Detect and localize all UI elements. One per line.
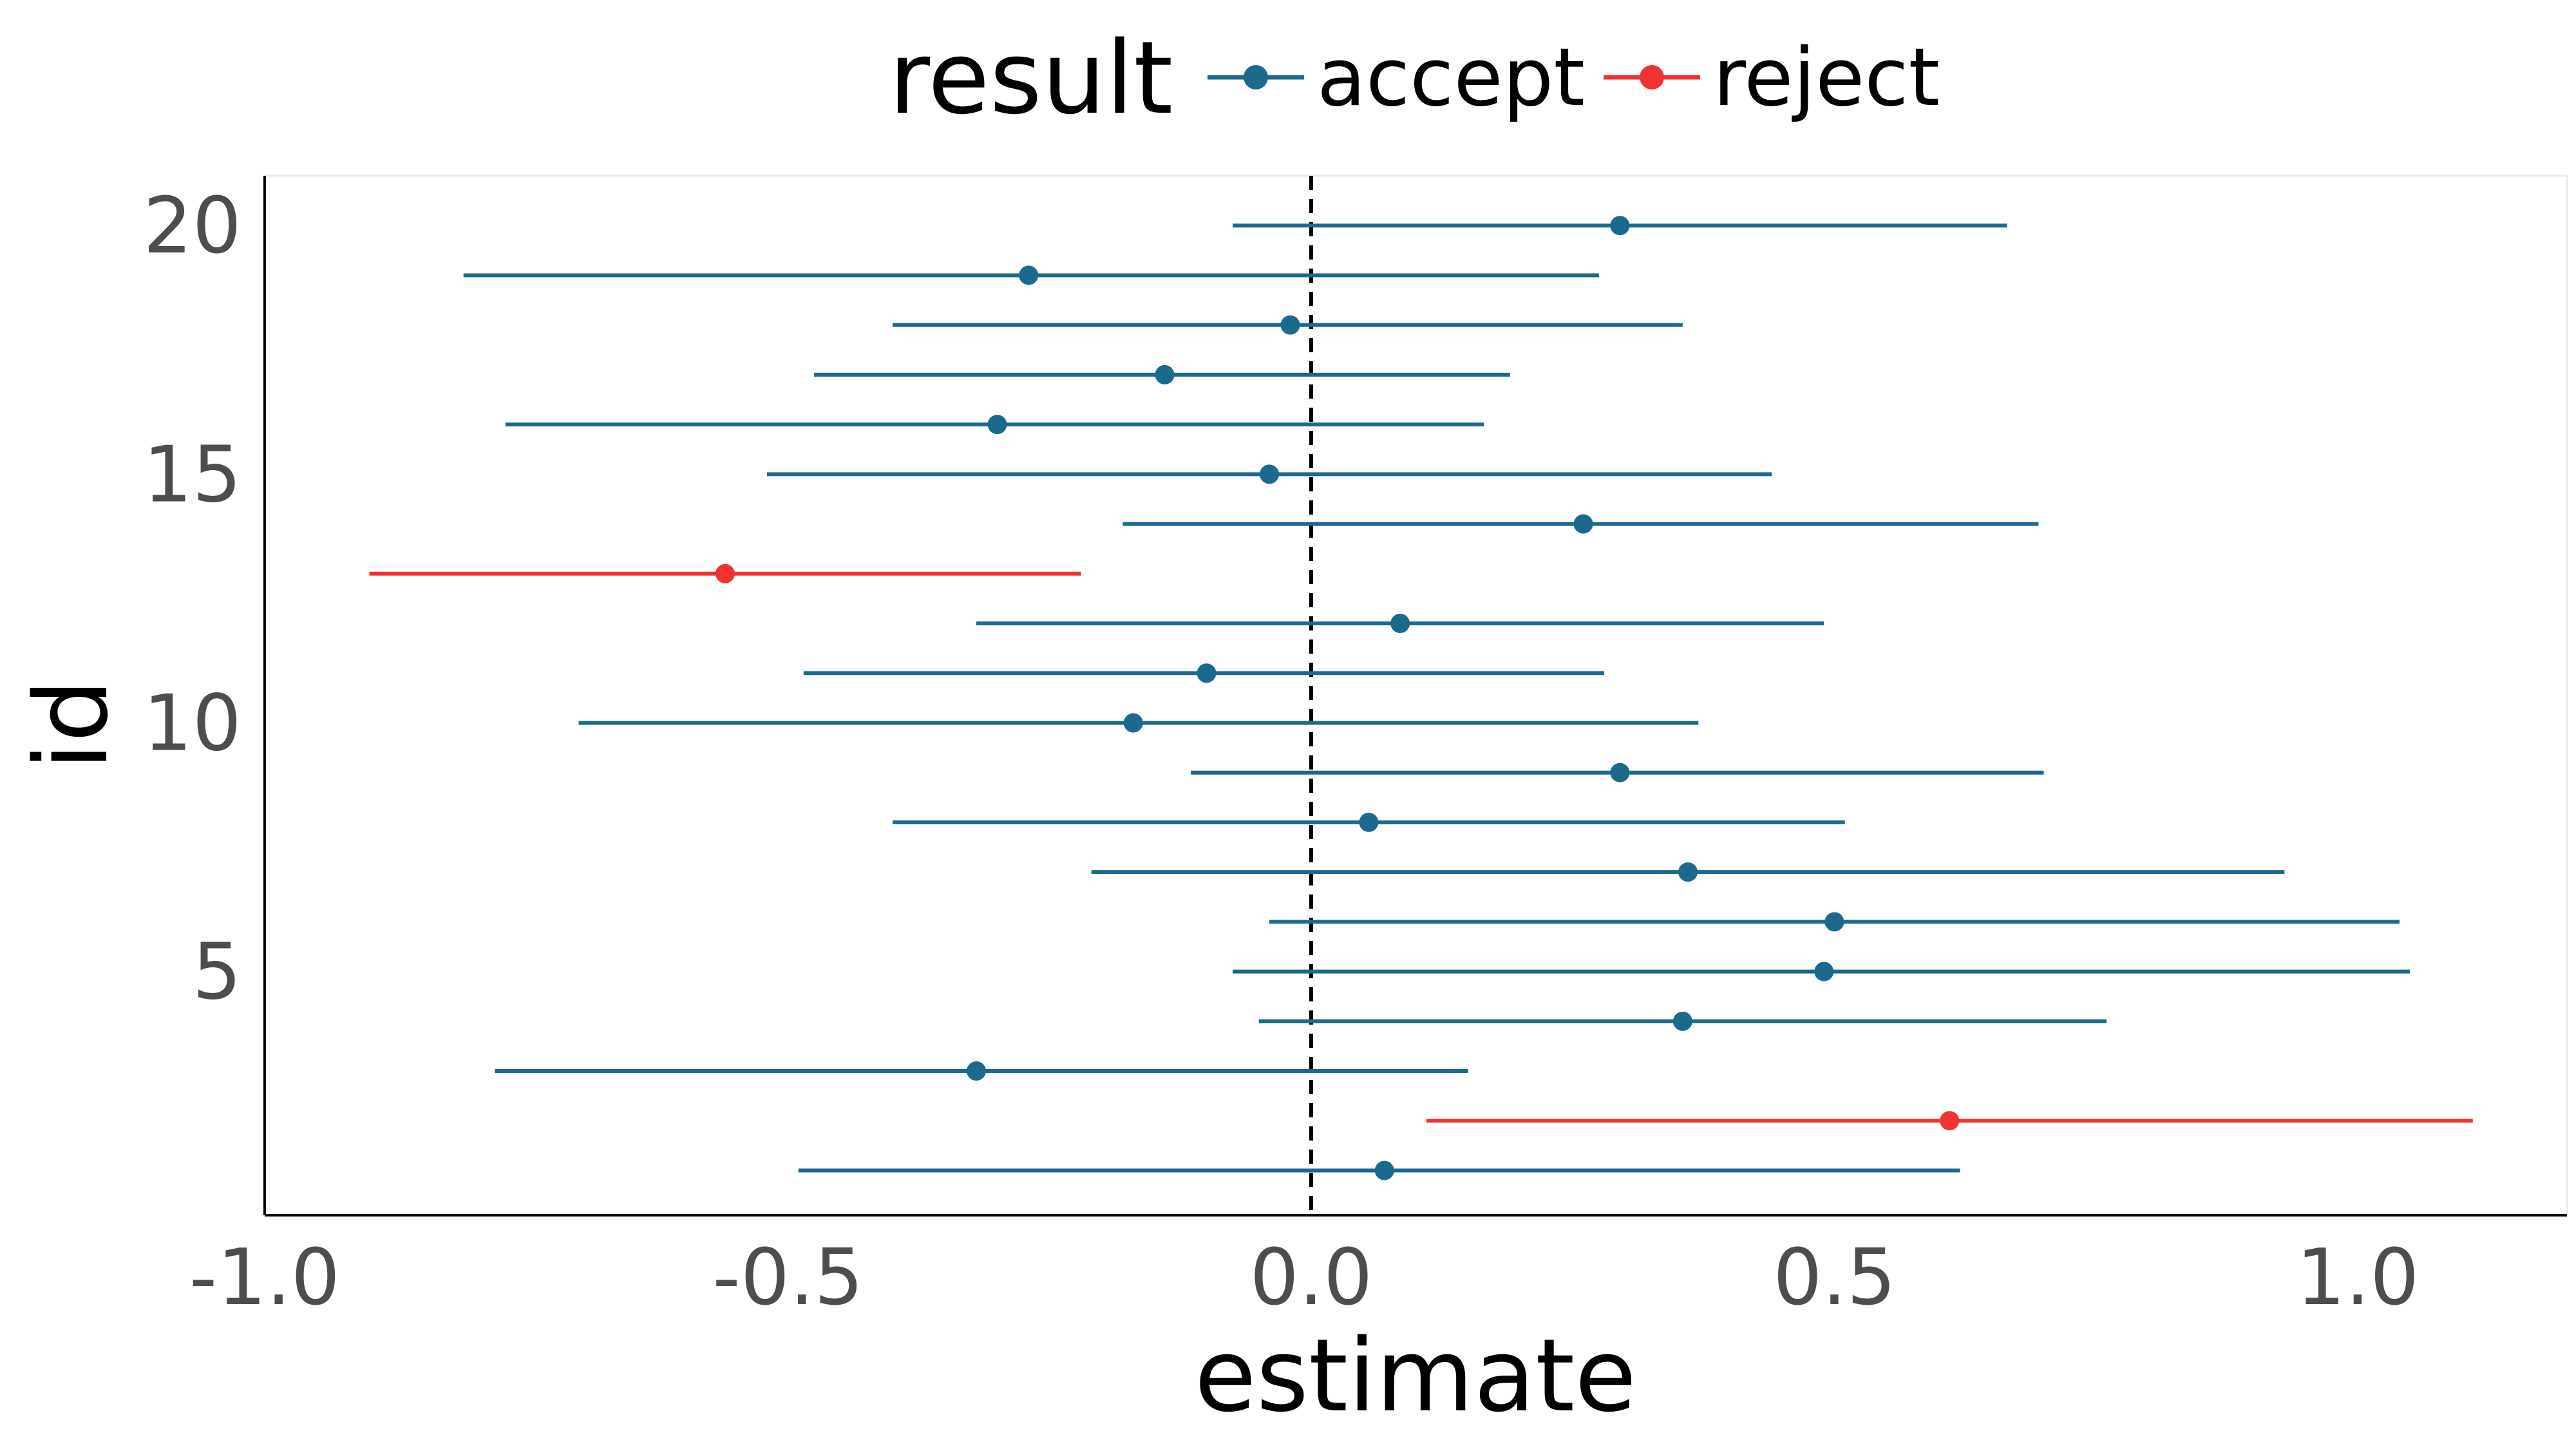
estimate-point-11 xyxy=(1197,663,1217,683)
interval-marks xyxy=(369,216,2473,1180)
x-tick-label: -1.0 xyxy=(189,1233,340,1323)
legend-label-reject: reject xyxy=(1713,32,1940,124)
y-tick-label: 10 xyxy=(143,679,242,768)
estimate-point-18 xyxy=(1280,315,1300,335)
legend: result accept reject xyxy=(889,19,1940,137)
estimate-point-10 xyxy=(1123,713,1143,733)
estimate-point-7 xyxy=(1678,862,1698,882)
estimate-point-13 xyxy=(715,564,735,583)
estimate-point-19 xyxy=(1019,265,1039,285)
estimate-point-6 xyxy=(1824,912,1844,932)
estimate-point-1 xyxy=(1374,1160,1394,1180)
estimate-point-4 xyxy=(1672,1011,1692,1031)
x-tick-label: -0.5 xyxy=(712,1233,863,1323)
legend-item-reject: reject xyxy=(1604,32,1940,124)
estimate-point-14 xyxy=(1573,514,1593,534)
y-tick-label: 20 xyxy=(143,182,242,271)
estimate-point-5 xyxy=(1814,961,1834,981)
x-tick-label: 0.0 xyxy=(1250,1233,1373,1323)
y-tick-label: 5 xyxy=(193,928,242,1018)
estimate-point-3 xyxy=(967,1061,986,1081)
estimate-point-17 xyxy=(1155,365,1175,384)
y-tick-label: 15 xyxy=(143,430,242,520)
x-tick-label: 1.0 xyxy=(2297,1233,2420,1323)
estimate-point-8 xyxy=(1359,812,1379,832)
legend-title: result xyxy=(889,19,1173,137)
x-axis-title: estimate xyxy=(1195,1317,1636,1434)
estimate-point-2 xyxy=(1940,1111,1960,1131)
legend-key-point-accept xyxy=(1244,65,1268,90)
y-axis-title: id xyxy=(13,679,130,770)
estimate-point-20 xyxy=(1610,216,1630,236)
estimate-point-15 xyxy=(1260,464,1279,484)
legend-label-accept: accept xyxy=(1317,32,1585,124)
plot-panel-border xyxy=(263,175,2568,1217)
estimate-point-12 xyxy=(1390,614,1410,634)
x-tick-label: 0.5 xyxy=(1773,1233,1896,1323)
legend-key-point-reject xyxy=(1640,65,1664,90)
y-axis-ticks: 5 10 15 20 xyxy=(143,182,242,1017)
estimate-point-9 xyxy=(1610,762,1630,782)
estimate-point-16 xyxy=(987,415,1007,435)
legend-item-accept: accept xyxy=(1208,32,1585,124)
x-axis-ticks: -1.0 -0.5 0.0 0.5 1.0 xyxy=(189,1233,2419,1323)
